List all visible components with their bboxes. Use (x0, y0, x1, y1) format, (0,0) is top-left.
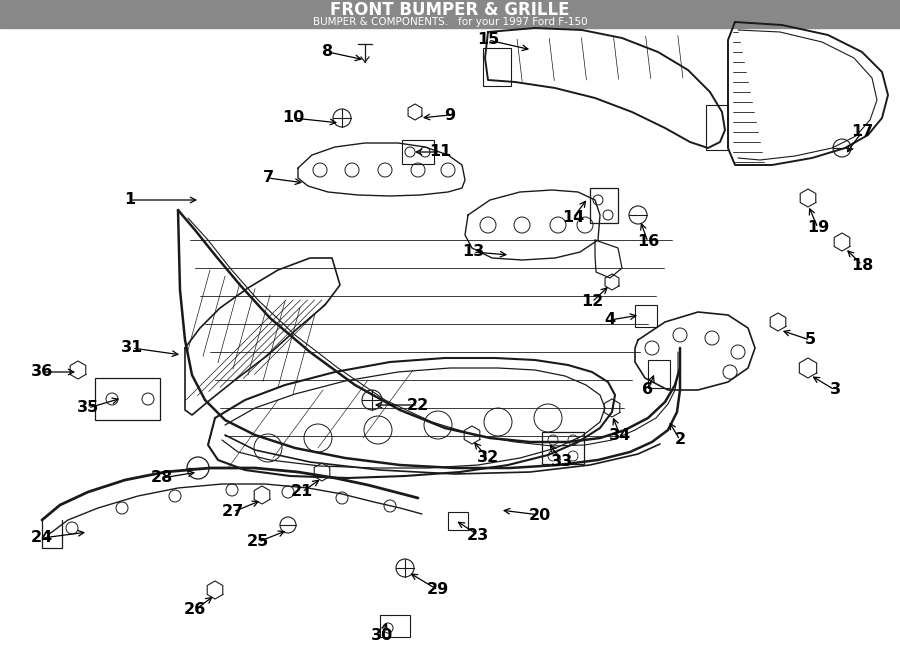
Bar (0, 0, 900, 28)
Text: 27: 27 (222, 504, 244, 520)
Text: 8: 8 (322, 44, 334, 59)
Text: 23: 23 (467, 527, 489, 543)
Text: 14: 14 (562, 210, 584, 225)
Text: 31: 31 (121, 340, 143, 356)
Text: BUMPER & COMPONENTS.   for your 1997 Ford F-150: BUMPER & COMPONENTS. for your 1997 Ford … (312, 17, 588, 27)
Bar (448, 512, 468, 530)
Text: 7: 7 (263, 171, 274, 186)
Text: 20: 20 (529, 508, 551, 522)
Text: 10: 10 (282, 110, 304, 126)
Text: 19: 19 (807, 221, 829, 235)
Text: 17: 17 (850, 124, 873, 139)
Text: 32: 32 (477, 451, 500, 465)
Text: 13: 13 (462, 245, 484, 260)
Text: 34: 34 (609, 428, 631, 442)
Text: 36: 36 (31, 364, 53, 379)
Text: 2: 2 (674, 432, 686, 447)
Text: 15: 15 (477, 32, 500, 48)
Text: 29: 29 (427, 582, 449, 598)
Text: 21: 21 (291, 485, 313, 500)
Bar (542, 432, 584, 464)
Text: 35: 35 (76, 401, 99, 416)
Bar (402, 140, 434, 164)
Bar (483, 48, 511, 86)
Bar (590, 188, 618, 223)
Text: 30: 30 (371, 627, 393, 642)
Text: 16: 16 (637, 235, 659, 249)
Text: 1: 1 (124, 192, 136, 208)
Text: 24: 24 (31, 531, 53, 545)
Text: 28: 28 (151, 471, 173, 485)
Text: 18: 18 (850, 258, 873, 272)
Text: 12: 12 (580, 295, 603, 309)
Text: 9: 9 (445, 108, 455, 122)
Text: FRONT BUMPER & GRILLE: FRONT BUMPER & GRILLE (330, 1, 570, 19)
Text: 33: 33 (551, 455, 573, 469)
Bar (648, 360, 670, 388)
Text: 5: 5 (805, 332, 815, 348)
Text: 22: 22 (407, 397, 429, 412)
Text: 11: 11 (429, 145, 451, 159)
Text: 26: 26 (184, 602, 206, 617)
Text: 3: 3 (830, 383, 841, 397)
Bar (380, 615, 410, 637)
Bar (635, 305, 657, 327)
Text: 4: 4 (605, 313, 616, 327)
Text: 6: 6 (643, 383, 653, 397)
Text: 25: 25 (247, 535, 269, 549)
Bar (706, 105, 728, 150)
Bar (95, 378, 160, 420)
